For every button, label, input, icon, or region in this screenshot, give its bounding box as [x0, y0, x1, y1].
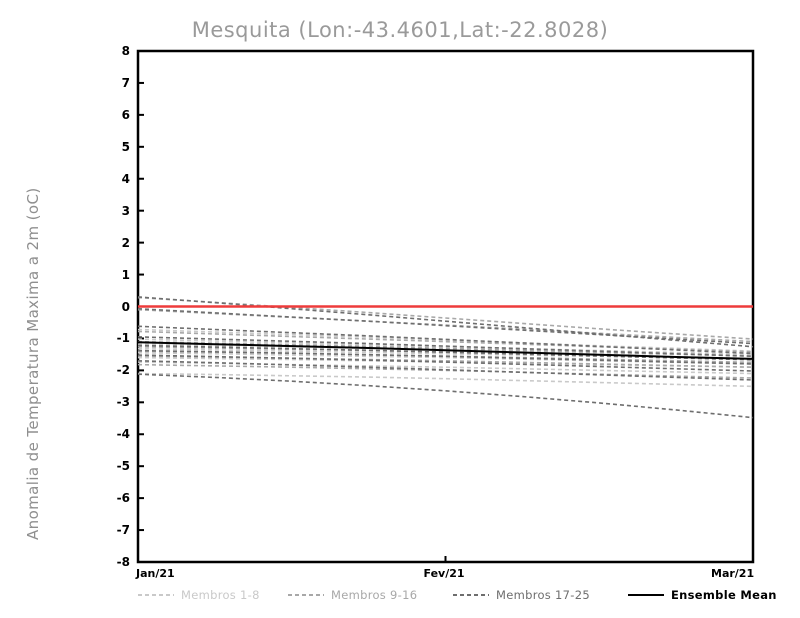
x-tick-label: Mar/21 [711, 567, 755, 580]
y-tick-label: 8 [121, 44, 130, 58]
legend-label: Ensemble Mean [671, 588, 777, 602]
series-line-member [137, 338, 754, 356]
y-tick-label: -2 [116, 363, 130, 378]
y-tick-label: 5 [121, 139, 130, 154]
y-tick-label: 3 [121, 203, 130, 218]
series-line-member [137, 325, 754, 355]
legend-item[interactable]: Membros 9-16 [288, 586, 417, 604]
series-line-member [137, 359, 754, 381]
y-tick-label: 1 [121, 267, 130, 282]
series-line-member [137, 372, 754, 388]
legend-swatch-icon [453, 594, 489, 596]
y-tick-label: -7 [116, 523, 130, 538]
series-line-member [137, 373, 754, 419]
y-tick-label: 0 [121, 299, 130, 314]
y-tick-label: 7 [121, 75, 130, 90]
legend-item[interactable]: Membros 1-8 [138, 586, 260, 604]
series-line-ensemble-mean [137, 341, 754, 360]
series-line-member [137, 307, 754, 345]
series-line-member [137, 349, 754, 365]
x-tick-label: Jan/21 [136, 567, 175, 580]
chart-legend: Membros 1-8 Membros 9-16 Membros 17-25 Ense… [138, 586, 776, 604]
series-line-member [137, 350, 754, 364]
series-line-member [137, 363, 754, 379]
series-line-member [137, 308, 754, 343]
y-tick-label: -8 [116, 555, 130, 569]
legend-swatch-icon [138, 594, 174, 596]
series-line-member [137, 361, 754, 375]
legend-label: Membros 1-8 [181, 588, 260, 602]
series-line-member [137, 328, 754, 353]
chart-title: Mesquita (Lon:-43.4601,Lat:-22.8028) [191, 18, 609, 42]
legend-item[interactable]: Ensemble Mean [628, 586, 777, 604]
series-line-member [137, 354, 754, 372]
legend-swatch-icon [288, 594, 324, 596]
legend-label: Membros 9-16 [331, 588, 418, 602]
legend-item[interactable]: Membros 17-25 [453, 586, 590, 604]
y-tick-label: -1 [116, 331, 130, 346]
y-tick-label: 2 [121, 235, 130, 250]
y-tick-label: -6 [116, 491, 130, 506]
series-line-member [137, 296, 754, 340]
y-tick-label: -4 [116, 427, 130, 442]
legend-swatch-icon [628, 593, 664, 597]
y-tick-label: 4 [121, 171, 130, 186]
series-line-member [137, 336, 754, 358]
legend-label: Membros 17-25 [496, 588, 590, 602]
series-line-member [137, 355, 754, 368]
y-tick-label: -3 [116, 395, 130, 410]
y-tick-label: -5 [116, 459, 130, 474]
y-tick-label: 6 [121, 107, 130, 122]
x-tick-label: Fev/21 [423, 567, 465, 580]
series-line-member [137, 344, 754, 361]
